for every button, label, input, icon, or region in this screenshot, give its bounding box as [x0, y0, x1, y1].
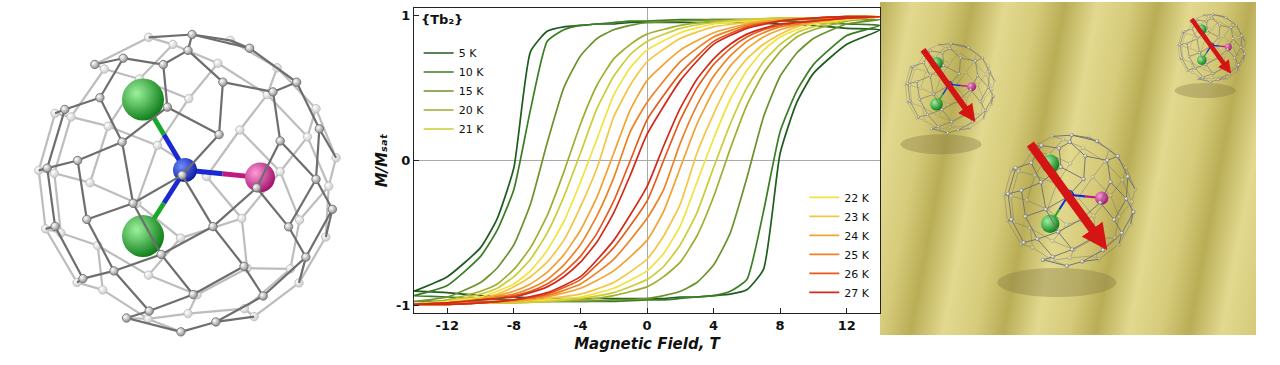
svg-text:1: 1	[401, 8, 410, 23]
svg-text:12: 12	[838, 318, 856, 333]
svg-text:{Tb₂}: {Tb₂}	[421, 12, 463, 27]
svg-text:5 K: 5 K	[459, 47, 477, 60]
svg-text:0: 0	[642, 318, 651, 333]
svg-text:23 K: 23 K	[844, 211, 869, 224]
svg-text:-8: -8	[507, 318, 521, 333]
svg-text:21 K: 21 K	[459, 123, 484, 136]
svg-text:22 K: 22 K	[844, 192, 869, 205]
svg-text:26 K: 26 K	[844, 268, 869, 281]
svg-text:0: 0	[401, 153, 410, 168]
svg-text:15 K: 15 K	[459, 85, 484, 98]
svg-text:-4: -4	[573, 318, 587, 333]
svg-text:24 K: 24 K	[844, 230, 869, 243]
svg-text:8: 8	[776, 318, 785, 333]
svg-text:-1: -1	[396, 298, 410, 313]
svg-text:27 K: 27 K	[844, 287, 869, 300]
svg-text:4: 4	[709, 318, 718, 333]
svg-text:10 K: 10 K	[459, 66, 484, 79]
svg-text:M/Mₛₐₜ: M/Mₛₐₜ	[373, 133, 391, 187]
svg-text:25 K: 25 K	[844, 249, 869, 262]
svg-text:Magnetic Field, T: Magnetic Field, T	[574, 335, 721, 353]
svg-text:20 K: 20 K	[459, 104, 484, 117]
svg-text:-12: -12	[436, 318, 460, 333]
